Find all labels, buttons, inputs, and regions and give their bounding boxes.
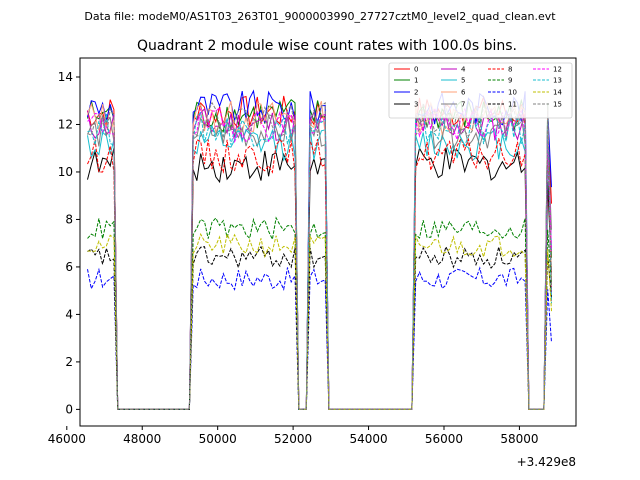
legend-label-7: 7: [461, 101, 465, 109]
legend-label-2: 2: [414, 89, 418, 97]
x-tick-label: 58000: [500, 432, 538, 446]
legend-label-12: 12: [553, 66, 562, 74]
legend-label-13: 13: [553, 77, 562, 85]
chart-title: Quadrant 2 module wise count rates with …: [137, 38, 517, 54]
x-offset-label: +3.429e8: [517, 455, 576, 469]
y-tick-label: 6: [65, 260, 73, 274]
series-layer: [87, 89, 552, 410]
legend-label-9: 9: [508, 77, 512, 85]
series-line-10: [87, 266, 552, 410]
y-axis: 0 2 4 6 8 10 12 14: [58, 70, 80, 416]
series-line-0: [87, 95, 552, 410]
x-tick-label: 54000: [349, 432, 387, 446]
legend-label-10: 10: [508, 89, 517, 97]
y-tick-label: 8: [65, 212, 73, 226]
legend-label-5: 5: [461, 77, 465, 85]
legend-box: [388, 62, 573, 119]
y-tick-label: 4: [65, 307, 73, 321]
legend-label-1: 1: [414, 77, 418, 85]
series-line-15: [87, 101, 552, 410]
legend-label-14: 14: [553, 89, 562, 97]
series-line-6: [87, 100, 552, 410]
x-tick-label: 48000: [123, 432, 161, 446]
plot-frame: [79, 57, 577, 427]
series-line-8: [87, 137, 552, 410]
series-line-5: [87, 125, 552, 410]
series-line-1: [87, 98, 552, 410]
y-tick-label: 10: [58, 165, 73, 179]
y-tick-label: 2: [65, 355, 73, 369]
legend-label-4: 4: [461, 66, 466, 74]
x-tick-label: 52000: [274, 432, 312, 446]
y-tick-label: 0: [65, 402, 73, 416]
x-tick-label: 56000: [425, 432, 463, 446]
series-line-11: [87, 245, 552, 410]
legend-label-8: 8: [508, 66, 512, 74]
x-tick-label: 50000: [199, 432, 237, 446]
legend-label-11: 11: [508, 101, 517, 109]
chart-suptitle: Data file: modeM0/AS1T03_263T01_90000039…: [84, 10, 556, 23]
y-tick-label: 14: [58, 70, 73, 84]
legend-label-3: 3: [414, 101, 418, 109]
legend-label-15: 15: [553, 101, 562, 109]
series-line-14: [87, 232, 552, 410]
x-tick-label: 46000: [48, 432, 86, 446]
series-line-9: [87, 216, 552, 410]
y-tick-label: 12: [58, 117, 73, 131]
legend-label-0: 0: [414, 66, 418, 74]
x-axis: 46000 48000 50000 52000 54000 56000 58000: [48, 426, 539, 446]
legend-label-6: 6: [461, 89, 466, 97]
